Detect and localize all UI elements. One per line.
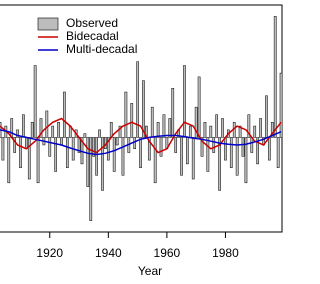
bar [118,125,122,138]
bar [224,137,227,161]
bar [36,137,40,184]
bar [270,122,274,138]
bar [51,125,55,138]
bar [22,114,25,138]
bar [33,65,37,138]
bar [109,122,113,138]
bar [48,137,52,157]
bar [7,137,11,184]
bar [19,137,22,168]
bar [174,137,178,153]
bar [45,110,49,138]
bar [1,137,5,161]
bar [241,137,245,157]
bar [136,61,139,138]
bar [180,137,183,176]
bar [25,137,28,150]
bar [265,95,268,138]
bar [156,122,160,138]
bar [215,114,219,138]
x-tick-label: 1940 [95,246,122,260]
x-tick-label: 1960 [154,246,181,260]
bar [153,137,157,184]
legend-swatch [37,17,59,31]
bar [253,125,257,138]
bar [139,137,142,168]
bar [121,137,125,176]
bar [86,137,90,187]
legend-label: Observed [66,16,118,30]
x-tick-label: 1980 [212,246,239,260]
bar [13,137,16,153]
bar [171,87,175,138]
bar [95,137,98,176]
bar [159,137,163,157]
bar [124,91,128,138]
bar [221,118,224,138]
bar [10,118,14,138]
bar [238,125,242,138]
bar [168,118,172,138]
bar [27,137,31,180]
bar [218,137,221,191]
bar [89,137,93,221]
bar [16,129,19,138]
x-axis-label: Year [138,264,162,278]
bar [268,137,271,161]
legend-label: Multi-decadal [66,42,137,56]
bar [150,106,154,138]
bar [229,137,233,168]
bar [92,137,96,157]
bar [162,114,166,138]
bar [133,137,137,150]
bar [65,137,69,168]
bar [209,125,213,138]
x-tick-label: 1920 [36,246,63,260]
bar [250,137,254,153]
legend-label: Bidecadal [66,29,119,43]
bar [212,137,216,153]
bar [57,122,60,138]
bar [83,133,87,138]
bar [54,137,57,172]
bar [188,125,192,138]
bar [247,114,251,138]
bar [206,137,210,172]
line [0,117,282,154]
bar [112,137,116,172]
bar [256,137,259,165]
bar [235,137,239,176]
bar [98,129,101,138]
line [0,129,282,156]
bar [183,65,186,138]
chart: Year 1920 1940 1960 1980 ObservedBidecadalMu… [0,4,283,278]
bar [259,118,262,138]
bar [39,118,43,138]
bar [244,137,248,184]
bar [115,137,119,146]
bar [186,137,189,165]
bar [60,137,63,146]
bar [279,72,283,138]
bar [276,137,280,168]
bar [200,137,204,157]
bar [273,16,277,138]
bar [197,76,201,138]
bar [63,91,66,138]
bar [142,80,145,138]
bar [191,137,195,180]
bar [130,103,134,138]
bar [194,106,198,138]
bar [101,137,104,191]
bar [30,122,34,138]
bar [203,122,207,138]
bar [106,137,110,161]
